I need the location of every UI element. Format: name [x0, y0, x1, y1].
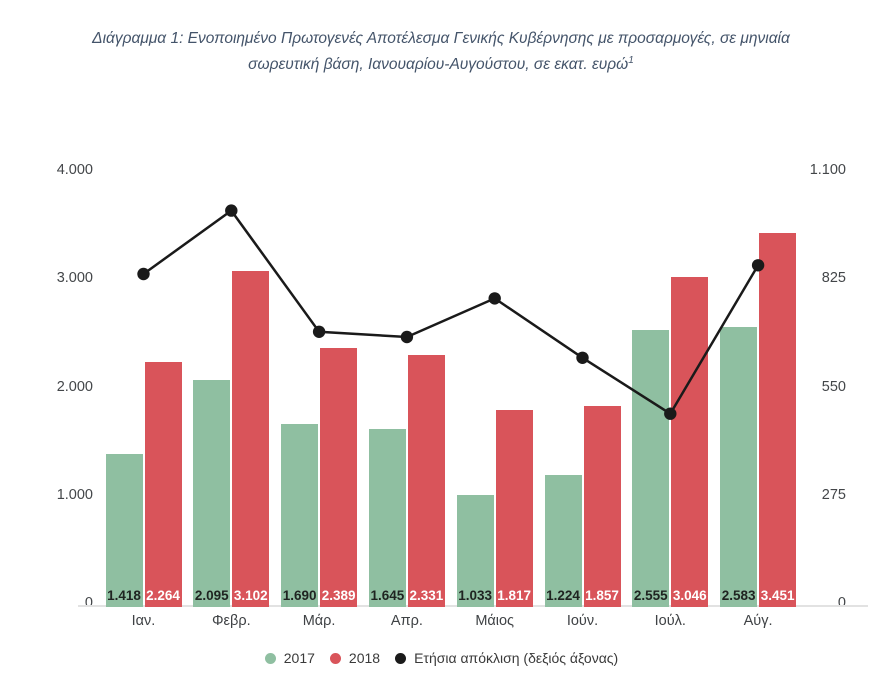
right-axis-tick-550: 550 [821, 379, 846, 395]
x-axis-label-Απρ.: Απρ. [390, 613, 423, 629]
bar-value-label-2018-Μάρ.: 2.389 [321, 588, 356, 603]
legend-dot-2017 [264, 652, 276, 664]
bar-value-label-2018-Φεβρ.: 3.102 [233, 588, 268, 603]
legend-item-2018: 2018 [329, 650, 381, 666]
bar-2018-Απρ. [407, 355, 445, 607]
right-axis-tick-275: 275 [821, 487, 846, 503]
bar-value-label-2017-Αύγ.: 2.583 [721, 588, 756, 603]
x-axis-label-Ιούν.: Ιούν. [566, 613, 599, 629]
x-axis-label-Ιαν.: Ιαν. [131, 613, 156, 629]
legend-dot-2018 [329, 652, 341, 664]
bar-2018-Ιούν. [583, 406, 621, 607]
bar-value-label-2017-Φεβρ.: 2.095 [194, 588, 229, 603]
legend-item-2017: 2017 [264, 650, 315, 666]
chart-title-footnote-marker: 1 [628, 55, 634, 66]
right-axis-tick-825: 825 [821, 270, 846, 286]
deviation-point-Ιαν. [137, 267, 150, 281]
bar-2017-Ιούλ. [632, 330, 670, 607]
bar-value-label-2018-Ιαν.: 2.264 [146, 588, 180, 603]
left-axis-tick-1.000: 1.000 [56, 487, 93, 503]
left-axis-tick-2.000: 2.000 [56, 379, 93, 395]
bar-value-label-2017-Μάρ.: 1.690 [282, 588, 317, 603]
deviation-point-Μάιος [488, 292, 501, 305]
bar-2018-Μάιος [495, 410, 533, 607]
x-axis-label-Φεβρ.: Φεβρ. [211, 613, 251, 629]
legend-label-2018: 2018 [348, 650, 381, 666]
bar-value-label-2018-Μάιος: 1.817 [497, 588, 532, 603]
bar-value-label-2018-Αύγ.: 3.451 [760, 588, 795, 603]
bar-value-label-2017-Μάιος: 1.033 [458, 588, 493, 603]
chart-title-line2: σωρευτική βάση, Ιανουαρίου-Αυγούστου, σε… [248, 56, 629, 74]
legend-dot-Ετήσια απόκλιση (δεξιός άξονας) [395, 652, 407, 664]
bar-2017-Μάιος [456, 495, 494, 607]
legend-item-Ετήσια απόκλιση (δεξιός άξονας): Ετήσια απόκλιση (δεξιός άξονας) [395, 650, 618, 666]
deviation-point-Απρ. [400, 330, 414, 344]
x-axis-label-Μάρ.: Μάρ. [302, 613, 336, 629]
bar-2018-Ιαν. [144, 362, 182, 607]
bar-2018-Αύγ. [759, 233, 797, 607]
x-axis-label-Ιούλ.: Ιούλ. [654, 613, 686, 629]
bar-value-label-2017-Ιαν.: 1.418 [107, 588, 141, 603]
bar-value-label-2018-Απρ.: 2.331 [409, 588, 444, 603]
x-axis-label-Μάιος: Μάιος [475, 613, 515, 629]
bar-2017-Μάρ. [281, 424, 319, 607]
bar-2018-Φεβρ. [232, 271, 270, 607]
deviation-point-Ιούν. [576, 351, 589, 364]
bar-2017-Απρ. [368, 429, 406, 607]
bar-value-label-2018-Ιούν.: 1.857 [585, 588, 619, 603]
legend-label-Ετήσια απόκλιση (δεξιός άξονας): Ετήσια απόκλιση (δεξιός άξονας) [414, 650, 619, 666]
bar-value-label-2018-Ιούλ.: 3.046 [672, 588, 707, 603]
left-axis-tick-3.000: 3.000 [56, 270, 93, 286]
right-axis-tick-1.100: 1.100 [809, 162, 846, 178]
left-axis-tick-0: 0 [84, 595, 93, 611]
legend-label-2017: 2017 [283, 650, 315, 666]
bar-value-label-2017-Ιούν.: 1.224 [546, 588, 580, 603]
left-axis-tick-4.000: 4.000 [56, 162, 93, 178]
bar-value-label-2017-Ιούλ.: 2.555 [633, 588, 668, 603]
bar-2017-Ιαν. [105, 454, 143, 607]
deviation-point-Μάρ. [312, 325, 326, 338]
bar-2017-Ιούν. [544, 475, 582, 607]
chart-title: Διάγραμμα 1: Ενοποιημένο Πρωτογενές Αποτ… [41, 28, 841, 76]
deviation-point-Φεβρ. [225, 204, 238, 217]
bar-2017-Φεβρ. [193, 380, 231, 607]
x-axis-label-Αύγ.: Αύγ. [743, 613, 773, 629]
bar-2018-Ιούλ. [671, 277, 709, 607]
bar-value-label-2017-Απρ.: 1.645 [370, 588, 405, 603]
chart-title-line1: Διάγραμμα 1: Ενοποιημένο Πρωτογενές Αποτ… [92, 30, 790, 47]
legend: 2017 2018 Ετήσια απόκλιση (δεξιός άξονας) [0, 650, 883, 666]
bar-2018-Μάρ. [320, 348, 358, 607]
bar-2017-Αύγ. [720, 327, 758, 607]
right-axis-tick-0: 0 [837, 595, 846, 611]
